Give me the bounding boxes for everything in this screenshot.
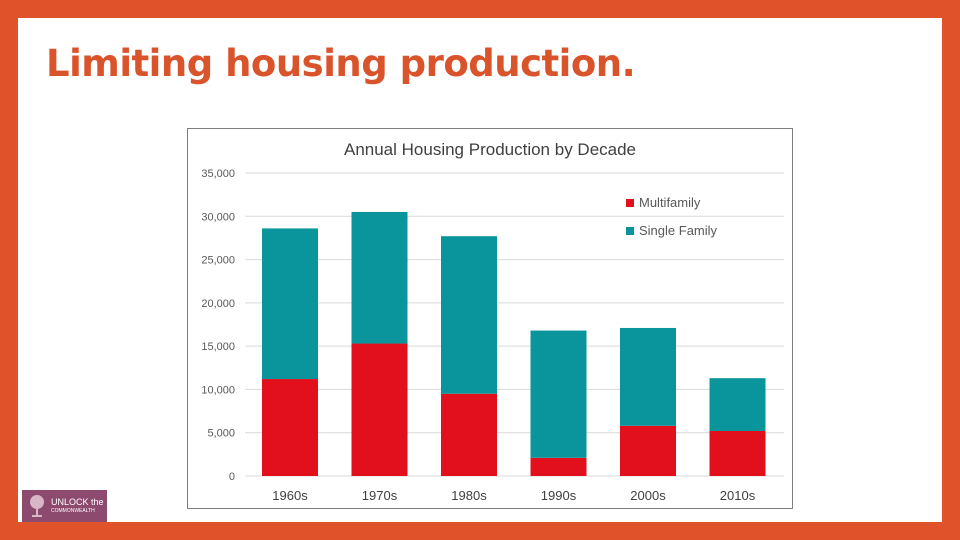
x-tick-label: 1970s — [362, 488, 398, 503]
bar-single-family-1980s — [441, 236, 497, 394]
y-tick-label: 25,000 — [201, 255, 235, 267]
x-tick-label: 2010s — [720, 488, 756, 503]
logo-line-2: COMMONWEALTH — [51, 508, 95, 514]
bar-multifamily-2010s — [709, 430, 766, 476]
y-tick-label: 30,000 — [201, 211, 235, 223]
tree-icon — [30, 495, 44, 517]
bar-single-family-1970s — [351, 211, 408, 344]
bar-multifamily-1960s — [262, 379, 318, 476]
y-tick-label: 5,000 — [207, 428, 235, 440]
y-tick-label: 0 — [229, 471, 235, 483]
slide: Limiting housing production. Annual Hous… — [18, 18, 942, 522]
x-tick-label: 1990s — [541, 488, 577, 503]
bar-multifamily-1970s — [351, 343, 408, 476]
y-tick-label: 35,000 — [201, 168, 235, 180]
chart-container: Annual Housing Production by Decade 0 5,00… — [187, 128, 793, 509]
x-tick-label: 1960s — [272, 488, 308, 503]
legend-swatch — [626, 199, 634, 207]
legend-label: Single Family — [639, 223, 718, 238]
chart-title: Annual Housing Production by Decade — [344, 140, 636, 159]
y-tick-label: 20,000 — [201, 298, 235, 310]
x-tick-label: 1980s — [451, 488, 487, 503]
bar-single-family-2000s — [620, 327, 676, 426]
chart: Annual Housing Production by Decade 0 5,00… — [201, 140, 784, 503]
logo-line-1: UNLOCK the — [51, 497, 104, 507]
slide-title: Limiting housing production. — [46, 42, 636, 85]
bar-multifamily-2000s — [620, 425, 676, 476]
bar-single-family-2010s — [709, 378, 766, 431]
bar-multifamily-1990s — [530, 457, 587, 476]
x-tick-label: 2000s — [630, 488, 666, 503]
bar-single-family-1990s — [530, 330, 587, 458]
legend-label: Multifamily — [639, 195, 701, 210]
y-tick-label: 15,000 — [201, 341, 235, 353]
bar-single-family-1960s — [262, 228, 318, 380]
y-tick-label: 10,000 — [201, 384, 235, 396]
bar-multifamily-1980s — [441, 393, 497, 476]
organization-logo: UNLOCK the COMMONWEALTH — [22, 490, 107, 522]
legend-swatch — [626, 227, 634, 235]
